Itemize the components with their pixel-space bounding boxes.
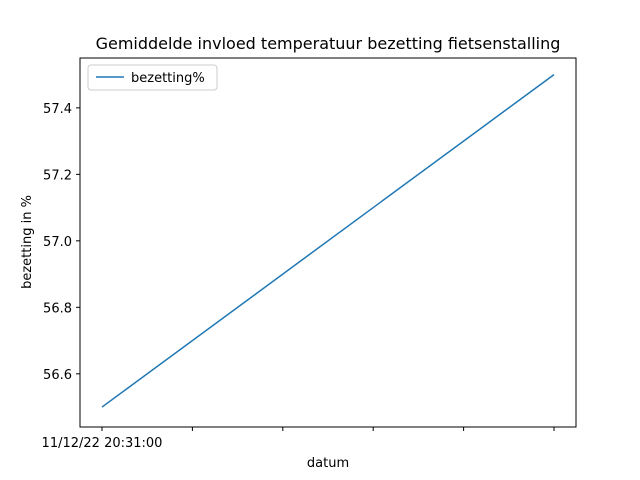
y-tick-label: 57.4 bbox=[43, 102, 72, 117]
y-axis: 56.6 56.8 57.0 57.2 57.4 bbox=[43, 102, 80, 383]
chart-title: Gemiddelde invloed temperatuur bezetting… bbox=[96, 34, 561, 53]
legend: bezetting% bbox=[87, 64, 218, 91]
y-axis-label: bezetting in % bbox=[20, 195, 35, 289]
legend-entry-label: bezetting% bbox=[131, 71, 205, 86]
y-tick-label: 56.8 bbox=[43, 301, 72, 316]
y-tick-label: 57.2 bbox=[43, 168, 72, 183]
x-axis-label: datum bbox=[307, 456, 349, 471]
plot-area bbox=[101, 74, 555, 408]
legend-box bbox=[87, 64, 218, 91]
x-axis: 11/12/22 20:31:00 bbox=[42, 427, 555, 451]
y-tick-label: 57.0 bbox=[43, 235, 72, 250]
axes-frame bbox=[79, 57, 577, 428]
y-tick-label: 56.6 bbox=[43, 368, 72, 383]
series-line-0 bbox=[101, 74, 555, 408]
x-tick-label: 11/12/22 20:31:00 bbox=[42, 436, 163, 451]
